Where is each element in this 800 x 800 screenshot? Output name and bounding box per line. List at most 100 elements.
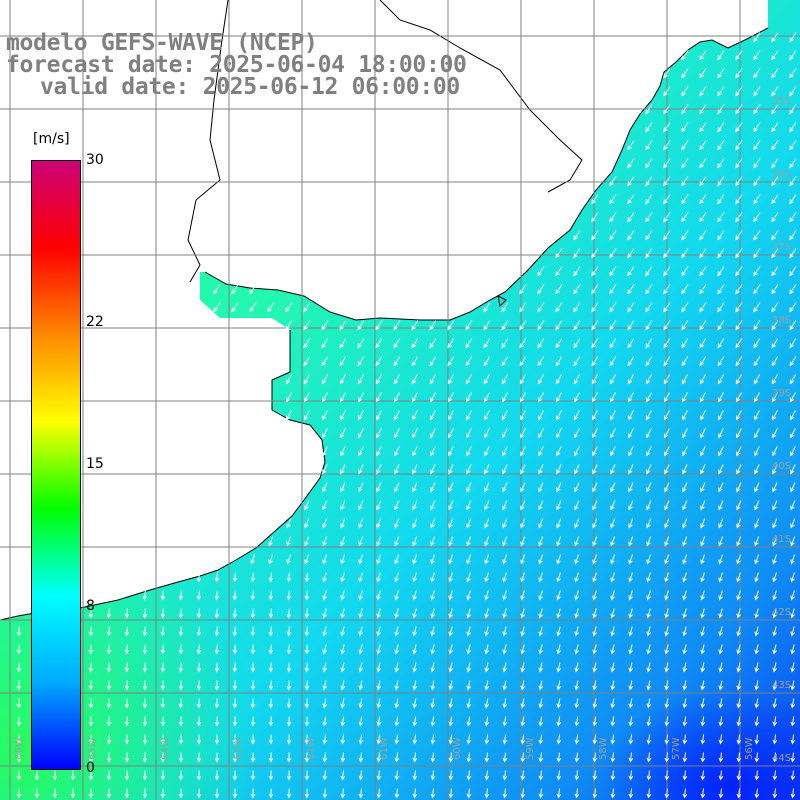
wind-arrow	[448, 428, 454, 439]
wind-arrow	[340, 788, 346, 799]
wind-arrow	[466, 572, 471, 583]
wind-arrow	[645, 338, 653, 349]
wind-arrow	[663, 284, 671, 295]
wind-arrow	[790, 518, 796, 529]
wind-arrow	[646, 752, 652, 763]
wind-arrow	[700, 518, 706, 529]
latitude-label: 35S	[772, 96, 791, 107]
wind-arrow	[592, 536, 598, 547]
wind-arrow	[772, 590, 777, 601]
wind-arrow	[502, 770, 508, 781]
wind-arrow	[628, 644, 633, 655]
wind-arrow	[663, 338, 671, 349]
wind-arrow	[214, 590, 220, 601]
wind-arrow	[88, 608, 94, 619]
wind-arrow	[556, 464, 562, 475]
longitude-label: 63W	[233, 737, 244, 760]
wind-arrow	[358, 698, 364, 709]
wind-arrow	[268, 770, 274, 781]
wind-arrow	[448, 590, 453, 601]
wind-arrow	[429, 374, 437, 385]
wind-arrow	[322, 518, 328, 529]
wind-arrow	[682, 590, 687, 601]
wind-arrow	[592, 428, 598, 439]
wind-arrow	[700, 788, 706, 799]
wind-arrow	[466, 590, 471, 601]
wind-arrow	[718, 410, 724, 421]
wind-arrow	[700, 446, 706, 457]
wind-arrow	[466, 716, 472, 727]
wind-arrow	[430, 428, 436, 439]
wind-arrow	[664, 626, 669, 637]
wind-arrow	[628, 410, 634, 421]
wind-arrow	[394, 608, 399, 619]
wind-arrow	[178, 662, 184, 673]
wind-arrow	[664, 770, 670, 781]
wind-arrow	[663, 68, 671, 79]
wind-arrow	[447, 356, 455, 367]
wind-arrow	[358, 536, 364, 547]
latitude-label: 44S	[772, 753, 791, 764]
wind-arrow	[717, 302, 725, 313]
wind-arrow	[754, 554, 760, 565]
wind-arrow	[106, 716, 112, 727]
wind-arrow	[609, 374, 617, 385]
wind-arrow	[771, 248, 779, 259]
wind-arrow	[628, 428, 634, 439]
wind-arrow	[772, 572, 777, 583]
wind-arrow	[592, 662, 598, 673]
wind-arrow	[556, 698, 562, 709]
wind-arrow	[790, 590, 795, 601]
wind-arrow	[718, 644, 723, 655]
wind-arrow	[304, 518, 310, 529]
wind-arrow	[375, 374, 383, 385]
wind-arrow	[645, 284, 653, 295]
wind-arrow	[448, 446, 454, 457]
wind-arrow	[627, 284, 635, 295]
wind-arrow	[789, 32, 797, 43]
wind-arrow	[538, 716, 544, 727]
wind-arrow	[519, 302, 527, 313]
wind-arrow	[718, 752, 724, 763]
wind-arrow	[303, 320, 311, 331]
wind-arrow	[753, 122, 761, 133]
wind-arrow	[304, 680, 310, 691]
wind-arrow	[322, 626, 327, 637]
wind-arrow	[627, 212, 635, 223]
wind-arrow	[339, 338, 347, 349]
wind-arrow	[537, 374, 545, 385]
wind-arrow	[88, 698, 94, 709]
wind-arrow	[717, 68, 725, 79]
wind-arrow	[556, 428, 562, 439]
wind-arrow	[142, 680, 148, 691]
wind-arrow	[34, 770, 40, 781]
wind-arrow	[736, 734, 742, 745]
wind-arrow	[664, 590, 669, 601]
wind-arrow	[736, 644, 741, 655]
wind-arrow	[124, 680, 130, 691]
wind-arrow	[610, 698, 616, 709]
wind-arrow	[520, 788, 526, 799]
wind-arrow	[646, 626, 651, 637]
wind-arrow	[772, 608, 777, 619]
wind-arrow	[357, 320, 365, 331]
wind-arrow	[358, 518, 364, 529]
wind-arrow	[591, 338, 599, 349]
wind-arrow	[502, 536, 508, 547]
wind-arrow	[627, 230, 635, 241]
wind-arrow	[663, 356, 671, 367]
wind-arrow	[268, 680, 274, 691]
wind-arrow	[664, 482, 670, 493]
wind-arrow	[250, 662, 256, 673]
wind-arrow	[591, 194, 599, 205]
wind-arrow	[592, 446, 598, 457]
wind-arrow	[699, 392, 706, 403]
wind-arrow	[466, 734, 472, 745]
wind-arrow	[574, 410, 580, 421]
wind-arrow	[592, 626, 597, 637]
wind-arrow	[340, 428, 346, 439]
wind-arrow	[700, 536, 706, 547]
wind-arrow	[502, 734, 508, 745]
wind-arrow	[376, 644, 381, 655]
wind-arrow	[681, 194, 689, 205]
